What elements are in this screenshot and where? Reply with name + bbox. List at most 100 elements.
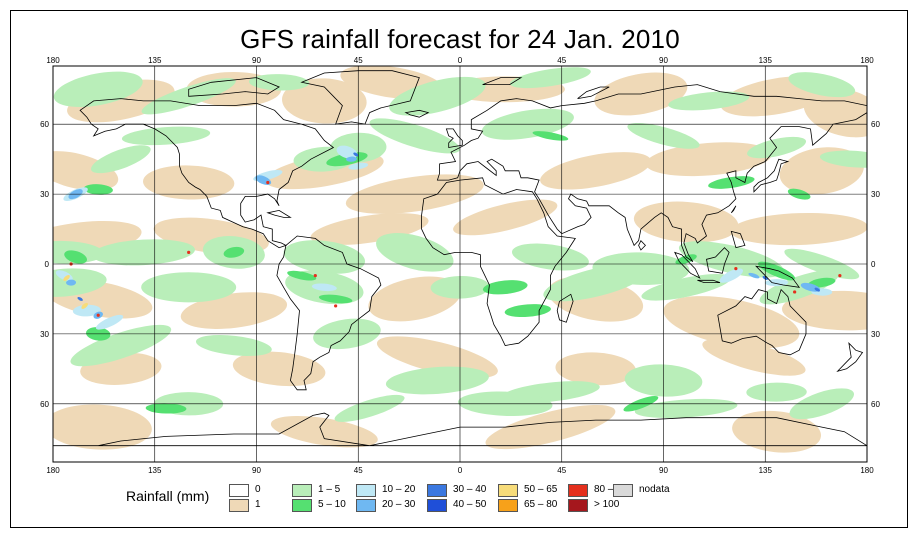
lat-tick-label-right: 30	[871, 330, 880, 339]
rain-cell	[77, 296, 83, 301]
rain-cell	[543, 263, 648, 302]
rain-cell	[793, 290, 797, 294]
rain-cell	[141, 272, 237, 303]
axis-ticks: 180 180 135 135 90 90 45 45 0 0 45 45 90 90 135 135 180 1…	[40, 56, 880, 475]
rain-cell	[282, 78, 367, 124]
rain-cell	[95, 314, 124, 330]
rain-cell	[748, 272, 760, 279]
lat-tick-label-right: 0	[871, 260, 876, 269]
rain-cell	[757, 261, 796, 281]
coastline	[421, 177, 576, 346]
lon-tick-label-bottom: 0	[458, 466, 463, 475]
rain-cell	[532, 131, 569, 141]
lon-tick-label-bottom: 90	[252, 466, 261, 475]
coastline	[717, 288, 807, 356]
lon-tick-label-bottom: 90	[659, 466, 668, 475]
coastline	[577, 86, 610, 99]
lon-tick-label-bottom: 135	[759, 466, 773, 475]
rain-cell	[336, 145, 358, 159]
rain-cell	[53, 404, 152, 450]
rain-cell	[482, 280, 528, 295]
rain-cell	[732, 410, 822, 453]
lon-tick-label-top: 180	[860, 56, 874, 65]
lat-tick-label-right: 60	[871, 120, 880, 129]
lon-tick-label-top: 45	[557, 56, 566, 65]
rain-cell	[96, 313, 100, 317]
rain-cell	[730, 213, 867, 246]
rain-cell	[678, 241, 784, 278]
coastline	[755, 265, 801, 288]
rain-cell	[814, 287, 820, 292]
coastline	[482, 77, 523, 85]
rain-cell	[353, 152, 359, 157]
coastline	[730, 230, 746, 249]
rain-cell	[70, 324, 172, 367]
lon-tick-label-top: 135	[148, 56, 162, 65]
rain-cell	[187, 250, 191, 254]
rain-cell	[555, 352, 636, 386]
graticule	[53, 66, 867, 462]
coastlines	[53, 70, 867, 447]
coastline	[276, 235, 382, 391]
rain-cell	[334, 304, 338, 308]
coastline	[79, 98, 335, 249]
rain-cell	[287, 270, 317, 281]
rain-cell	[195, 335, 272, 356]
rain-cell	[232, 351, 326, 387]
coastline	[638, 240, 646, 251]
rain-cell	[283, 240, 366, 274]
rain-cell	[346, 156, 357, 162]
coastline	[300, 70, 420, 125]
rain-cell	[72, 304, 101, 317]
lon-tick-label-top: 45	[354, 56, 363, 65]
coastline	[445, 128, 463, 148]
lon-tick-label-top: 90	[252, 56, 261, 65]
coastline	[674, 251, 701, 279]
coastline	[730, 205, 737, 214]
rain-cell	[734, 267, 738, 271]
rain-cell	[781, 290, 867, 331]
rain-cell	[838, 274, 842, 278]
rain-cell	[313, 274, 317, 278]
lon-tick-label-bottom: 180	[46, 466, 60, 475]
lat-tick-label-left: 30	[40, 190, 49, 199]
rain-cell	[53, 268, 107, 297]
lon-tick-label-top: 180	[46, 56, 60, 65]
rain-cell	[145, 403, 187, 414]
rain-cell	[645, 142, 772, 177]
lon-tick-label-top: 135	[759, 56, 773, 65]
lat-tick-label-left: 30	[40, 330, 49, 339]
lat-tick-label-left: 60	[40, 120, 49, 129]
rain-cell	[248, 74, 310, 91]
lon-tick-label-bottom: 135	[148, 466, 162, 475]
rain-cell	[63, 274, 70, 281]
rain-cell	[266, 180, 270, 185]
rain-cell	[53, 151, 119, 191]
rain-cell	[369, 118, 460, 154]
lat-tick-label-left: 0	[45, 260, 50, 269]
rain-cell	[702, 338, 806, 376]
rain-cell	[633, 201, 739, 243]
coastline	[436, 84, 867, 263]
rain-cell	[91, 239, 195, 266]
coastline	[188, 77, 280, 97]
rain-cell	[91, 145, 151, 174]
map-border	[52, 65, 868, 463]
coastline	[556, 293, 574, 323]
rain-cell	[788, 72, 856, 98]
rain-cell	[376, 233, 454, 272]
rain-cell	[223, 246, 245, 258]
rain-cell	[453, 199, 558, 236]
lat-tick-label-right: 60	[871, 400, 880, 409]
coastline	[697, 279, 721, 283]
coastline	[836, 342, 864, 372]
rain-cell	[53, 71, 143, 107]
rain-cell	[318, 294, 353, 304]
coastline	[706, 247, 730, 274]
rain-cell	[485, 404, 616, 450]
lat-tick-label-left: 60	[40, 400, 49, 409]
lon-tick-label-top: 0	[458, 56, 463, 65]
lat-tick-label-right: 30	[871, 190, 880, 199]
lon-tick-label-top: 90	[659, 56, 668, 65]
